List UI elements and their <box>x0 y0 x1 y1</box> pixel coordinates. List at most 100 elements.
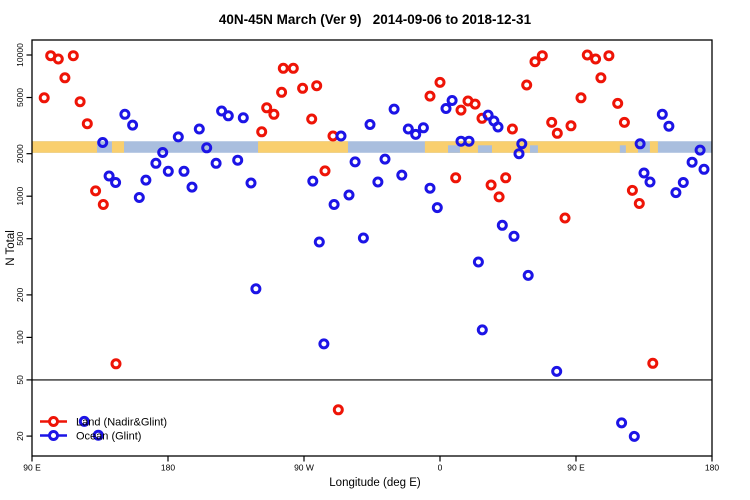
ocean-point <box>402 123 414 135</box>
ocean-point <box>644 176 656 188</box>
ocean-point <box>245 177 257 189</box>
ocean-point <box>250 283 262 295</box>
land-point <box>306 113 318 125</box>
y-tick-label: 200 <box>15 288 25 302</box>
land-point <box>618 116 630 128</box>
legend-land-label: Land (Nadir&Glint) <box>76 417 167 429</box>
ocean-point <box>364 119 376 130</box>
ocean-point <box>318 338 330 350</box>
ocean-point <box>516 138 528 150</box>
map-band-ocean-patch <box>619 145 626 153</box>
ocean-point <box>110 177 122 188</box>
land-point <box>485 179 497 191</box>
land-point <box>434 76 446 88</box>
land-point <box>110 358 122 370</box>
ocean-point <box>92 429 104 441</box>
ocean-point <box>201 142 213 154</box>
ocean-point <box>431 202 443 214</box>
ocean-point <box>670 187 682 199</box>
land-point <box>506 123 518 135</box>
y-tick-label: 500 <box>15 231 25 245</box>
land-point <box>521 79 533 91</box>
land-point <box>500 172 512 184</box>
land-point <box>74 96 86 108</box>
ocean-point <box>103 170 115 182</box>
ocean-point <box>396 169 408 181</box>
land-point <box>276 86 288 98</box>
x-axis-ticks: 90 E 180 90 W 0 90 E 180 <box>23 456 719 473</box>
land-point <box>469 98 481 110</box>
y-tick-label: 20 <box>15 431 25 441</box>
ocean-point <box>119 108 131 120</box>
ocean-point <box>216 105 228 117</box>
land-point <box>261 102 273 114</box>
ocean-point <box>232 154 244 166</box>
land-point <box>581 49 593 61</box>
ocean-point <box>508 230 520 242</box>
ocean-point <box>686 156 698 168</box>
ocean-point <box>513 148 525 160</box>
ocean-point <box>446 95 458 106</box>
ocean-point <box>349 156 361 168</box>
x-axis-title: Longitude (deg E) <box>329 477 421 489</box>
map-band-ocean-patch <box>448 145 460 153</box>
land-point <box>546 116 558 128</box>
land-point <box>565 120 577 132</box>
land-point <box>536 50 548 62</box>
ocean-point <box>476 324 488 336</box>
x-tick-label: 180 <box>705 463 719 473</box>
ocean-point <box>357 232 369 244</box>
x-tick-label: 90 W <box>294 463 314 473</box>
land-point <box>287 62 299 74</box>
ocean-point <box>388 103 400 115</box>
ocean-point <box>328 199 340 210</box>
land-point <box>603 50 615 62</box>
ocean-point <box>492 121 504 133</box>
ocean-point <box>157 147 169 158</box>
ocean-point <box>186 181 198 193</box>
land-point <box>575 92 587 104</box>
ocean-point <box>127 119 139 131</box>
y-tick-label: 5000 <box>15 88 25 107</box>
ocean-point <box>410 128 422 140</box>
ocean-point <box>133 192 145 203</box>
map-band-land-segment <box>111 141 125 153</box>
ocean-point <box>463 135 475 147</box>
land-point <box>559 212 571 224</box>
ocean-point <box>677 177 689 188</box>
x-tick-label: 0 <box>438 463 443 473</box>
ocean-point <box>372 176 384 188</box>
land-point <box>590 53 602 65</box>
land-point <box>647 357 659 369</box>
y-tick-label: 1000 <box>15 186 25 205</box>
map-band-ocean-patch <box>529 145 538 153</box>
land-point <box>97 199 109 210</box>
ocean-point <box>140 174 152 186</box>
ocean-point <box>222 110 234 122</box>
legend: Land (Nadir&Glint) Ocean (Glint) <box>40 416 167 443</box>
land-point <box>81 118 93 130</box>
ocean-point <box>634 138 646 150</box>
land-point <box>595 72 607 84</box>
ocean-point <box>172 131 184 143</box>
ocean-point <box>440 103 452 114</box>
land-point <box>268 108 280 120</box>
map-band-ocean-patch <box>477 145 492 153</box>
land-point <box>450 172 462 184</box>
legend-ocean-circle-symbol <box>48 430 59 441</box>
ocean-point <box>663 120 675 132</box>
land-ocean-map-band <box>32 141 712 153</box>
ocean-point <box>150 157 162 169</box>
ocean-point <box>379 153 391 165</box>
land-point <box>319 165 331 177</box>
ocean-point <box>97 137 109 148</box>
x-tick-label: 90 E <box>567 463 585 473</box>
land-point <box>633 198 645 209</box>
ocean-point <box>424 182 436 194</box>
ocean-point <box>616 417 628 429</box>
land-point <box>38 92 50 104</box>
map-band-land-segment <box>649 141 658 153</box>
map-band-land-segment <box>32 141 97 153</box>
